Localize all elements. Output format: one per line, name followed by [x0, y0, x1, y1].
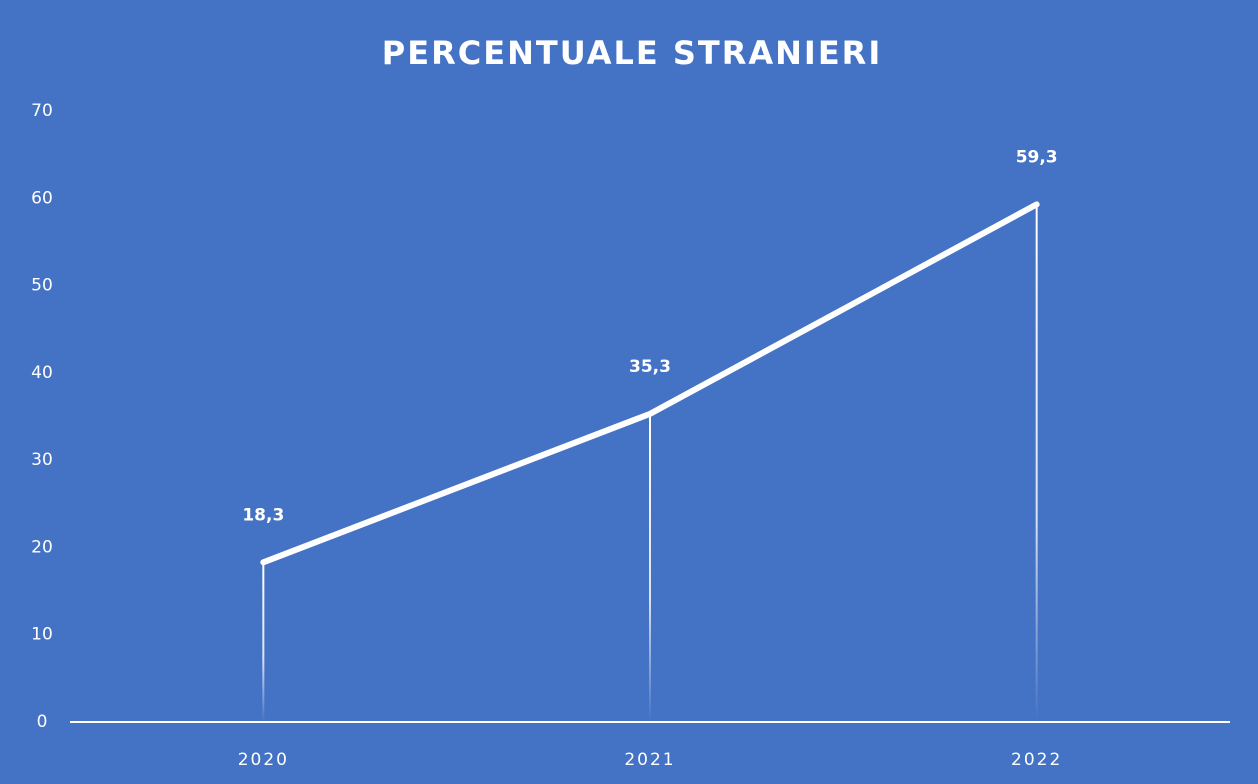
y-tick-label: 50 [31, 276, 53, 296]
data-label: 18,3 [242, 505, 284, 525]
y-tick-label: 70 [31, 101, 53, 121]
drop-line [262, 562, 265, 722]
x-tick-label: 2020 [238, 750, 289, 770]
data-label: 59,3 [1016, 147, 1058, 167]
y-tick-label: 40 [31, 363, 53, 383]
drop-line [1035, 204, 1038, 722]
chart-title: PERCENTUALE STRANIERI [382, 34, 882, 72]
y-tick-label: 0 [37, 712, 48, 732]
x-tick-label: 2022 [1011, 750, 1062, 770]
y-tick-label: 20 [31, 537, 53, 557]
data-label: 35,3 [629, 357, 671, 377]
drop-line [649, 413, 651, 722]
y-tick-label: 10 [31, 625, 53, 645]
y-tick-label: 60 [31, 188, 53, 208]
line [260, 201, 1040, 566]
y-tick-label: 30 [31, 450, 53, 470]
x-tick-label: 2021 [624, 750, 675, 770]
